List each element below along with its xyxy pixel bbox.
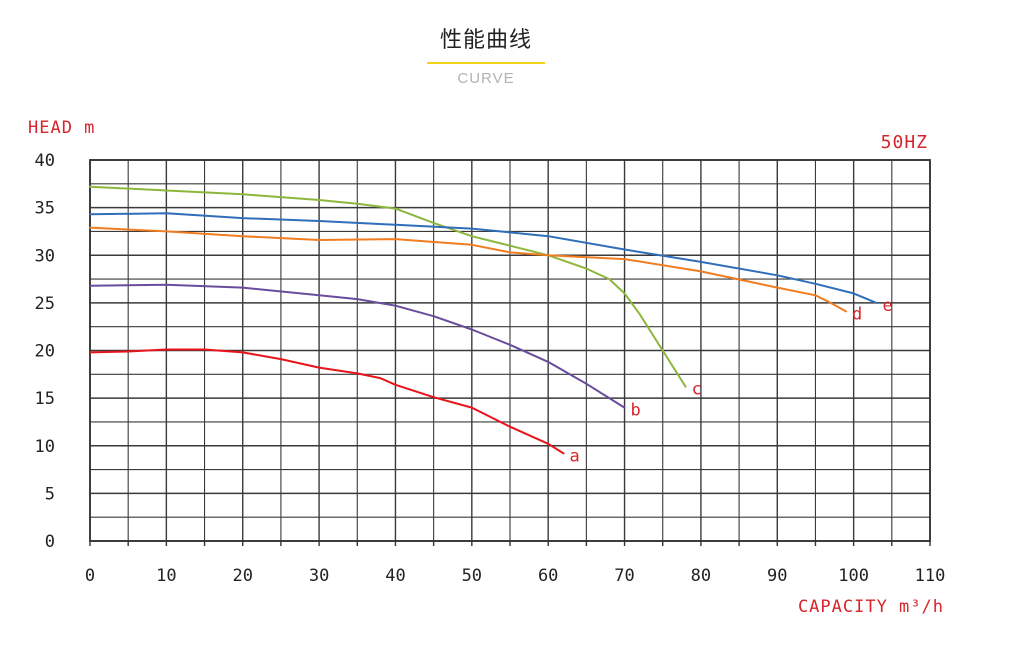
series-label-a: a	[569, 446, 579, 466]
x-tick-label: 70	[614, 566, 634, 586]
x-tick-label: 30	[309, 566, 329, 586]
chart-series	[89, 185, 878, 455]
series-label-e: e	[883, 296, 893, 316]
series-line-e	[89, 212, 878, 304]
x-tick-label: 0	[85, 566, 95, 586]
y-tick-label: 40	[35, 151, 55, 171]
x-tick-label: 20	[232, 566, 252, 586]
title-block: 性能曲线 CURVE	[0, 22, 972, 87]
y-tick-label: 25	[35, 294, 55, 314]
y-tick-label: 15	[35, 389, 55, 409]
title-underline	[427, 62, 545, 64]
y-axis-label: HEAD m	[28, 118, 95, 138]
x-tick-label: 40	[385, 566, 405, 586]
y-tick-label: 0	[45, 532, 55, 552]
x-tick-label: 100	[838, 566, 869, 586]
series-label-d: d	[852, 304, 862, 324]
x-tick-label: 50	[462, 566, 482, 586]
series-line-a	[89, 348, 565, 455]
x-tick-label: 90	[767, 566, 787, 586]
y-tick-label: 35	[35, 199, 55, 219]
x-axis-label: CAPACITY m³/h	[798, 597, 944, 617]
page-title: 性能曲线	[439, 28, 532, 53]
chart-labels: HEAD m CAPACITY m³/h 50HZ a b c d e	[28, 118, 944, 617]
series-label-b: b	[631, 401, 641, 421]
x-tick-label: 60	[538, 566, 558, 586]
y-tick-label: 5	[45, 484, 55, 504]
series-line-b	[89, 283, 626, 409]
x-tick-label: 110	[915, 566, 946, 586]
page-subtitle: CURVE	[457, 70, 515, 87]
x-tick-label: 10	[156, 566, 176, 586]
frequency-label: 50HZ	[881, 132, 928, 153]
series-line-c	[89, 185, 687, 388]
y-tick-label: 20	[35, 342, 55, 362]
y-tick-label: 30	[35, 246, 55, 266]
series-label-c: c	[692, 380, 702, 400]
y-tick-label: 10	[35, 437, 55, 457]
series-line-d	[89, 226, 847, 313]
chart-grid	[89, 159, 931, 542]
x-tick-label: 80	[691, 566, 711, 586]
chart-ticks: 0 10 20 30 40 50 60 70 80 90 100 110 0 5 10 15 20 25 30 35 4…	[35, 151, 946, 586]
